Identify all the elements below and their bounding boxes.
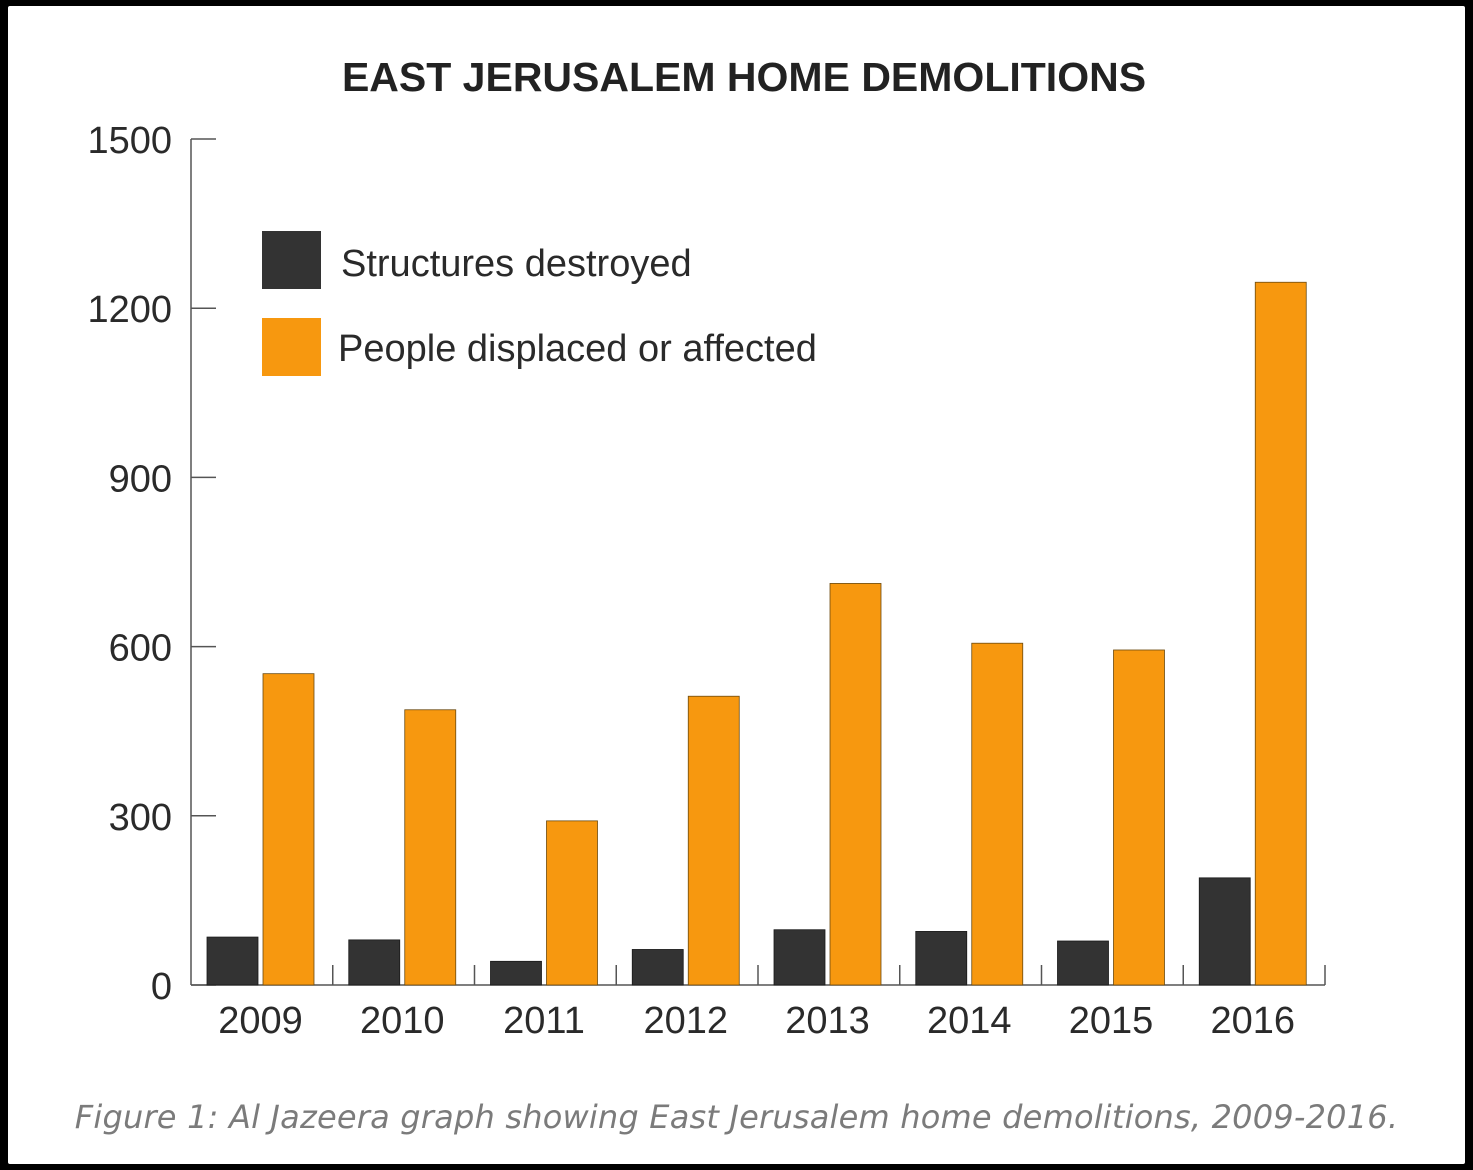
x-tick-label: 2016 — [1210, 1000, 1295, 1042]
bar-people-2011 — [546, 820, 598, 986]
y-tick-label: 900 — [109, 458, 172, 500]
bar-structures-2009 — [206, 936, 259, 986]
bar-structures-2014 — [915, 931, 968, 986]
legend-swatch-structures — [262, 231, 321, 289]
x-tick-label: 2011 — [503, 1000, 585, 1042]
bar-people-2012 — [687, 695, 740, 986]
chart-bars — [206, 281, 1307, 986]
y-tick-label: 0 — [151, 966, 172, 1008]
legend-swatch-people — [262, 318, 321, 376]
y-tick-label: 600 — [109, 628, 172, 670]
bar-people-2014 — [971, 642, 1024, 986]
legend-label-structures: Structures destroyed — [341, 243, 692, 285]
y-tick-label: 300 — [109, 797, 172, 839]
bar-structures-2011 — [490, 960, 542, 986]
y-tick-label: 1500 — [87, 120, 172, 162]
x-tick-label: 2012 — [643, 1000, 728, 1042]
bar-structures-2016 — [1198, 877, 1251, 986]
x-tick-labels: 2009 2010 2011 2012 2013 2014 2015 2016 — [218, 1000, 1295, 1042]
x-tick-label: 2015 — [1069, 1000, 1154, 1042]
x-tick-label: 2014 — [927, 1000, 1012, 1042]
bar-structures-2012 — [631, 949, 684, 986]
bar-structures-2013 — [773, 929, 826, 986]
bar-people-2015 — [1113, 649, 1165, 986]
chart-legend: Structures destroyed People displaced or… — [262, 231, 817, 376]
bar-people-2010 — [404, 709, 457, 986]
bar-structures-2010 — [348, 939, 401, 986]
bar-structures-2015 — [1057, 940, 1109, 986]
bar-people-2016 — [1254, 281, 1307, 986]
y-tick-label: 1200 — [87, 289, 172, 331]
chart-title: EAST JERUSALEM HOME DEMOLITIONS — [342, 54, 1146, 100]
x-tick-label: 2013 — [785, 1000, 870, 1042]
legend-label-people: People displaced or affected — [338, 328, 817, 370]
y-tick-labels: 0 300 600 900 1200 1500 — [87, 120, 172, 1008]
bar-people-2013 — [829, 583, 882, 986]
x-tick-label: 2010 — [360, 1000, 445, 1042]
figure-caption: Figure 1: Al Jazeera graph showing East … — [74, 1098, 1399, 1136]
bar-people-2009 — [262, 673, 315, 986]
x-tick-label: 2009 — [218, 1000, 303, 1042]
